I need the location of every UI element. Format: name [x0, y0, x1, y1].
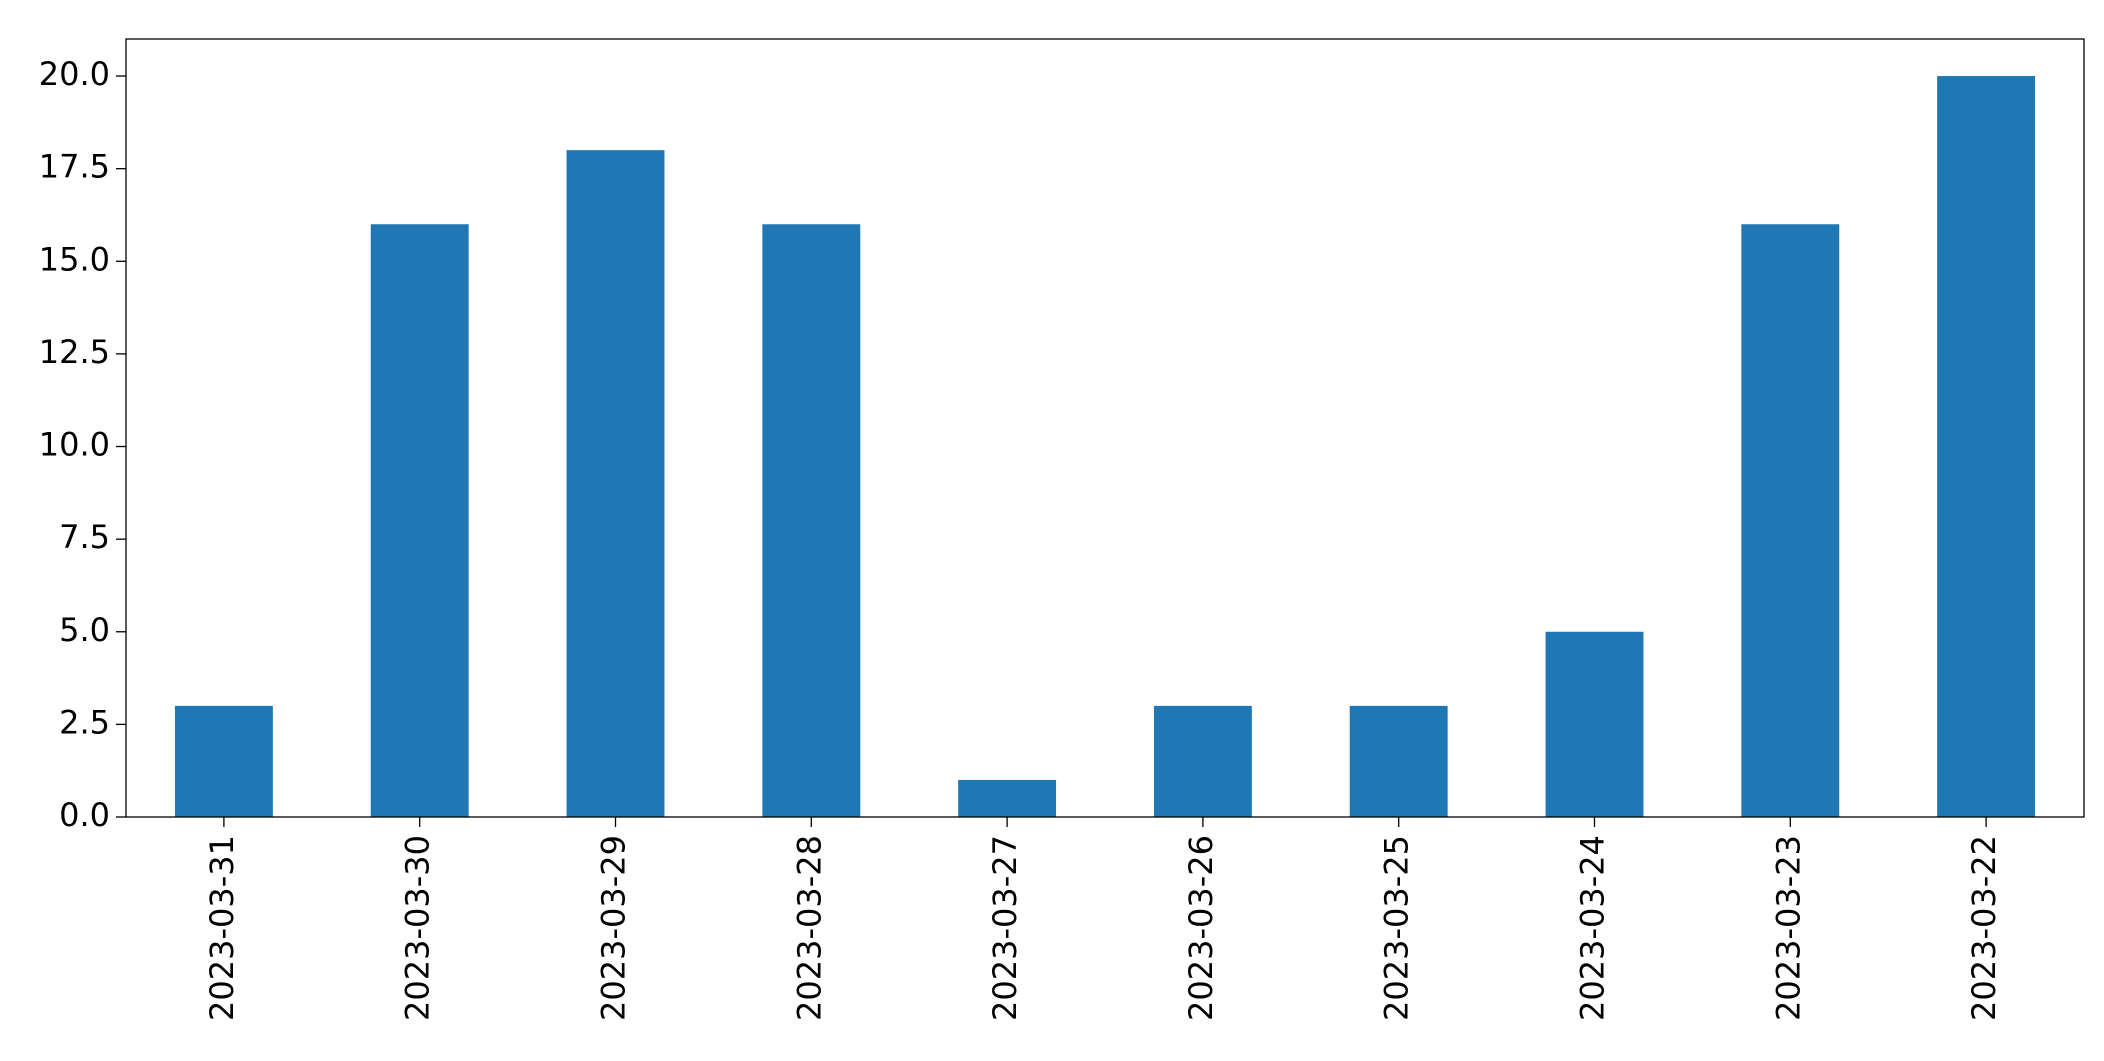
y-tick-label: 5.0	[59, 611, 110, 649]
bar	[1153, 705, 1252, 817]
x-tick-label: 2023-03-28	[790, 835, 828, 1021]
x-tick-label: 2023-03-23	[1769, 835, 1807, 1021]
x-tick-label: 2023-03-31	[203, 835, 241, 1021]
x-tick-label: 2023-03-30	[399, 835, 437, 1021]
y-tick-label: 15.0	[39, 240, 110, 278]
y-tick-label: 10.0	[39, 426, 110, 464]
bar	[1349, 705, 1448, 817]
bar	[762, 224, 861, 817]
x-tick-label: 2023-03-26	[1182, 835, 1220, 1021]
y-tick-label: 17.5	[39, 148, 110, 186]
x-tick-label: 2023-03-22	[1965, 835, 2003, 1021]
bar	[1545, 631, 1644, 817]
bar	[370, 224, 469, 817]
bar	[1741, 224, 1840, 817]
x-tick-label: 2023-03-29	[595, 835, 633, 1021]
x-tick-label: 2023-03-25	[1378, 835, 1416, 1021]
y-tick-label: 20.0	[39, 55, 110, 93]
x-tick-label: 2023-03-24	[1574, 835, 1612, 1021]
bar	[1937, 76, 2036, 818]
bar	[958, 779, 1057, 817]
bar	[174, 705, 273, 817]
x-tick-label: 2023-03-27	[986, 835, 1024, 1021]
bar	[566, 150, 665, 818]
plot-frame	[125, 38, 2085, 818]
y-tick-label: 12.5	[39, 333, 110, 371]
y-tick-label: 7.5	[59, 518, 110, 556]
y-tick-label: 2.5	[59, 703, 110, 741]
y-tick-label: 0.0	[59, 796, 110, 834]
